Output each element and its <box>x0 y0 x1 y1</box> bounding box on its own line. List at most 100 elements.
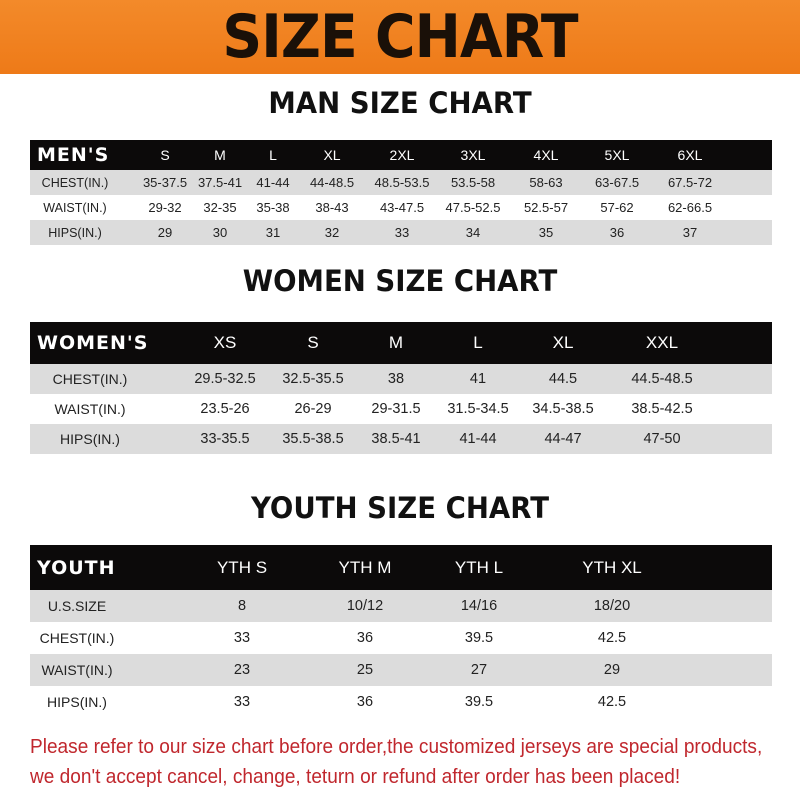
table-cell: 33 <box>394 225 410 240</box>
table-cell: 52.5-57 <box>523 200 569 215</box>
men-size-table: MEN'S S M L XL 2XL 3XL 4XL 5XL 6XL CHEST(IN.) 35-37… <box>30 140 772 245</box>
table-row: WAIST(IN.) 23 25 27 29 <box>30 654 772 686</box>
title-banner: SIZE CHART <box>0 0 800 74</box>
table-cell: 42.5 <box>597 630 627 646</box>
table-cell: 33 <box>233 694 251 710</box>
size-header: S <box>307 333 319 352</box>
table-cell: 32.5-35.5 <box>282 371 344 387</box>
youth-header-label: YOUTH <box>37 556 116 579</box>
table-cell: 32-35 <box>203 200 237 215</box>
table-cell: 29 <box>603 662 621 678</box>
women-header-label: WOMEN'S <box>37 332 149 354</box>
table-cell: 42.5 <box>597 694 627 710</box>
table-cell: 29-32 <box>148 200 182 215</box>
table-cell: 47.5-52.5 <box>445 200 501 215</box>
notice-line-1: Please refer to our size chart before or… <box>30 735 763 758</box>
table-cell: 47-50 <box>643 431 681 447</box>
youth-section-title: YOUTH SIZE CHART <box>250 491 550 525</box>
size-header: YTH S <box>216 557 268 577</box>
size-header: L <box>473 333 483 352</box>
row-label: CHEST(IN.) <box>52 371 128 387</box>
table-cell: 35 <box>538 225 554 240</box>
size-header: M <box>388 333 404 352</box>
table-cell: 10/12 <box>346 598 384 614</box>
size-header: YTH XL <box>582 557 642 577</box>
table-cell: 35.5-38.5 <box>282 431 344 447</box>
table-cell: 44-47 <box>544 431 582 447</box>
table-cell: 44.5 <box>548 371 578 387</box>
row-label: HIPS(IN.) <box>47 694 107 710</box>
table-cell: 26-29 <box>294 401 332 417</box>
table-row: CHEST(IN.) 35-37.5 37.5-41 41-44 44-48.5 48.5… <box>30 170 772 195</box>
size-header: 4XL <box>533 147 559 163</box>
row-label: WAIST(IN.) <box>43 200 107 215</box>
table-cell: 38 <box>387 371 405 387</box>
table-cell: 38.5-42.5 <box>631 401 693 417</box>
table-row: WAIST(IN.) 29-32 32-35 35-38 38-43 43-47.5 47.… <box>30 195 772 220</box>
table-cell: 27 <box>470 662 488 678</box>
table-cell: 33 <box>233 630 251 646</box>
page-title: SIZE CHART <box>222 2 578 72</box>
table-cell: 34 <box>465 225 481 240</box>
row-label: CHEST(IN.) <box>39 630 115 646</box>
table-cell: 33-35.5 <box>200 431 250 447</box>
size-header: L <box>269 147 277 163</box>
table-cell: 29.5-32.5 <box>194 371 256 387</box>
row-label: WAIST(IN.) <box>41 662 113 678</box>
table-cell: 37 <box>682 225 698 240</box>
table-cell: 30 <box>212 225 228 240</box>
table-row: HIPS(IN.) 33-35.5 35.5-38.5 38.5-41 41-44 44-… <box>30 424 772 454</box>
table-cell: 53.5-58 <box>450 175 496 190</box>
youth-header-row: YOUTH YTH S YTH M YTH L YTH XL <box>30 545 772 590</box>
size-header: YTH M <box>338 557 392 577</box>
women-size-table: WOMEN'S XS S M L XL XXL CHEST(IN.) 29.5-32.5 32.5… <box>30 322 772 454</box>
table-cell: 39.5 <box>464 630 494 646</box>
table-cell: 23.5-26 <box>200 401 250 417</box>
row-label: U.S.SIZE <box>47 598 107 614</box>
row-label: HIPS(IN.) <box>48 225 102 240</box>
table-row: HIPS(IN.) 33 36 39.5 42.5 <box>30 686 772 718</box>
notice-line-2: we don't accept cancel, change, teturn o… <box>30 765 681 788</box>
table-cell: 32 <box>324 225 340 240</box>
table-cell: 41 <box>469 371 487 387</box>
row-label: HIPS(IN.) <box>60 431 120 447</box>
table-cell: 23 <box>233 662 251 678</box>
size-header: 2XL <box>389 147 415 163</box>
table-cell: 36 <box>356 694 374 710</box>
table-cell: 58-63 <box>529 175 563 190</box>
table-cell: 48.5-53.5 <box>374 175 430 190</box>
table-cell: 44.5-48.5 <box>631 371 693 387</box>
size-header: M <box>214 147 226 163</box>
table-cell: 31 <box>265 225 281 240</box>
table-cell: 14/16 <box>460 598 498 614</box>
table-cell: 41-44 <box>459 431 497 447</box>
row-label: CHEST(IN.) <box>41 175 109 190</box>
table-cell: 44-48.5 <box>309 175 355 190</box>
men-header-row: MEN'S S M L XL 2XL 3XL 4XL 5XL 6XL <box>30 140 772 170</box>
table-cell: 36 <box>609 225 625 240</box>
men-section-title: MAN SIZE CHART <box>268 86 532 120</box>
table-cell: 29 <box>157 225 173 240</box>
table-cell: 35-38 <box>256 200 290 215</box>
table-cell: 25 <box>356 662 374 678</box>
men-header-label: MEN'S <box>37 144 110 166</box>
table-cell: 29-31.5 <box>371 401 421 417</box>
table-cell: 34.5-38.5 <box>532 401 594 417</box>
table-row: CHEST(IN.) 33 36 39.5 42.5 <box>30 622 772 654</box>
size-header: 5XL <box>604 147 630 163</box>
size-header: 6XL <box>677 147 703 163</box>
table-cell: 36 <box>356 630 374 646</box>
row-label: WAIST(IN.) <box>54 401 126 417</box>
table-cell: 43-47.5 <box>379 200 425 215</box>
size-header: S <box>160 147 170 163</box>
table-cell: 38-43 <box>315 200 349 215</box>
table-cell: 41-44 <box>256 175 290 190</box>
table-row: WAIST(IN.) 23.5-26 26-29 29-31.5 31.5-34.5 34… <box>30 394 772 424</box>
table-cell: 8 <box>237 598 247 614</box>
table-cell: 63-67.5 <box>594 175 640 190</box>
table-row: CHEST(IN.) 29.5-32.5 32.5-35.5 38 41 44.5 44.5… <box>30 364 772 394</box>
women-header-row: WOMEN'S XS S M L XL XXL <box>30 322 772 364</box>
size-header: XL <box>323 147 341 163</box>
size-header: YTH L <box>454 557 504 577</box>
table-cell: 39.5 <box>464 694 494 710</box>
